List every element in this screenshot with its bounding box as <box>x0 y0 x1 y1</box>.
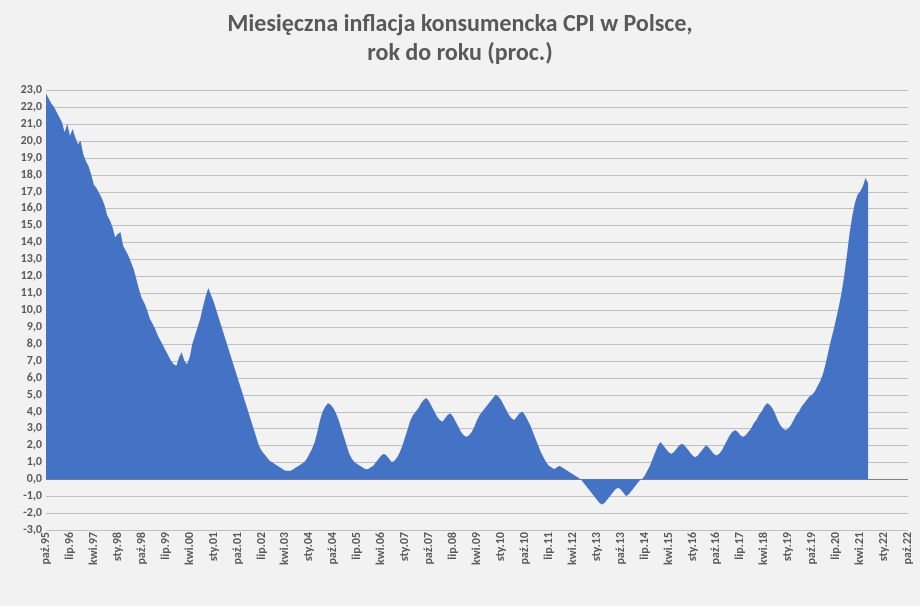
x-tick-label: kwi.12 <box>566 532 580 565</box>
x-tick-label: kwi.03 <box>278 532 292 565</box>
title-line-1: Miesięczna inflacja konsumencka CPI w Po… <box>0 10 920 39</box>
y-tick-label: 22,0 <box>21 100 42 114</box>
y-tick-label: 5,0 <box>27 388 42 402</box>
y-tick-label: 2,0 <box>27 438 42 452</box>
x-tick-label: sty.19 <box>781 532 795 561</box>
area-series <box>46 90 908 530</box>
x-tick-label: lip.96 <box>63 532 77 560</box>
x-tick-label: sty.07 <box>398 532 412 561</box>
y-tick-label: 15,0 <box>21 218 42 232</box>
x-tick-label: lip.02 <box>255 532 269 560</box>
x-tick-label: lip.05 <box>350 532 364 560</box>
x-tick-label: paź.95 <box>39 532 53 565</box>
y-tick-label: 11,0 <box>21 286 42 300</box>
x-tick-label: paź.07 <box>422 532 436 565</box>
x-tick-label: sty.98 <box>111 532 125 561</box>
x-tick-label: sty.10 <box>494 532 508 561</box>
y-tick-label: 16,0 <box>21 201 42 215</box>
y-tick-label: 6,0 <box>27 371 42 385</box>
y-tick-label: 10,0 <box>21 303 42 317</box>
y-tick-label: 9,0 <box>27 320 42 334</box>
x-tick-label: kwi.18 <box>757 532 771 565</box>
x-tick-label: kwi.09 <box>470 532 484 565</box>
x-tick-label: paź.19 <box>805 532 819 565</box>
x-tick-label: lip.14 <box>638 532 652 560</box>
y-tick-label: 12,0 <box>21 269 42 283</box>
y-tick-label: 23,0 <box>21 83 42 97</box>
gridline <box>46 530 908 531</box>
x-tick-label: sty.22 <box>877 532 891 561</box>
plot-area: -3,0-2,0-1,00,01,02,03,04,05,06,07,08,09… <box>46 90 908 530</box>
x-tick-label: kwi.97 <box>87 532 101 565</box>
y-tick-label: 19,0 <box>21 151 42 165</box>
x-tick-label: kwi.21 <box>853 532 867 565</box>
x-tick-label: paź.22 <box>901 532 915 565</box>
y-tick-label: 8,0 <box>27 337 42 351</box>
chart-container: Miesięczna inflacja konsumencka CPI w Po… <box>0 0 920 606</box>
x-tick-label: kwi.00 <box>183 532 197 565</box>
y-tick-label: 17,0 <box>21 185 42 199</box>
title-line-2: rok do roku (proc.) <box>0 39 920 68</box>
y-tick-label: 21,0 <box>21 117 42 131</box>
x-tick-label: lip.17 <box>733 532 747 560</box>
y-axis: -3,0-2,0-1,00,01,02,03,04,05,06,07,08,09… <box>0 90 46 530</box>
x-tick-label: sty.01 <box>207 532 221 561</box>
x-tick-label: paź.01 <box>231 532 245 565</box>
y-tick-label: 13,0 <box>21 252 42 266</box>
x-tick-label: lip.11 <box>542 532 556 560</box>
y-tick-label: 14,0 <box>21 235 42 249</box>
x-tick-label: lip.08 <box>446 532 460 560</box>
y-tick-label: 3,0 <box>27 421 42 435</box>
y-tick-label: 7,0 <box>27 354 42 368</box>
x-tick-label: lip.99 <box>159 532 173 560</box>
x-tick-label: paź.16 <box>709 532 723 565</box>
x-tick-label: sty.16 <box>686 532 700 561</box>
y-tick-label: 18,0 <box>21 168 42 182</box>
x-tick-label: paź.04 <box>326 532 340 565</box>
x-tick-label: paź.98 <box>135 532 149 565</box>
y-tick-label: 20,0 <box>21 134 42 148</box>
y-tick-label: -2,0 <box>23 506 42 520</box>
y-tick-label: 4,0 <box>27 405 42 419</box>
x-tick-label: lip.20 <box>829 532 843 560</box>
y-tick-label: -1,0 <box>23 489 42 503</box>
x-tick-label: sty.13 <box>590 532 604 561</box>
x-tick-label: sty.04 <box>302 532 316 561</box>
x-tick-label: kwi.15 <box>662 532 676 565</box>
x-tick-label: kwi.06 <box>374 532 388 565</box>
area-path <box>46 93 868 504</box>
y-tick-label: 1,0 <box>27 455 42 469</box>
chart-title: Miesięczna inflacja konsumencka CPI w Po… <box>0 10 920 68</box>
y-tick-label: 0,0 <box>27 472 42 486</box>
x-tick-label: paź.10 <box>518 532 532 565</box>
x-tick-label: paź.13 <box>614 532 628 565</box>
